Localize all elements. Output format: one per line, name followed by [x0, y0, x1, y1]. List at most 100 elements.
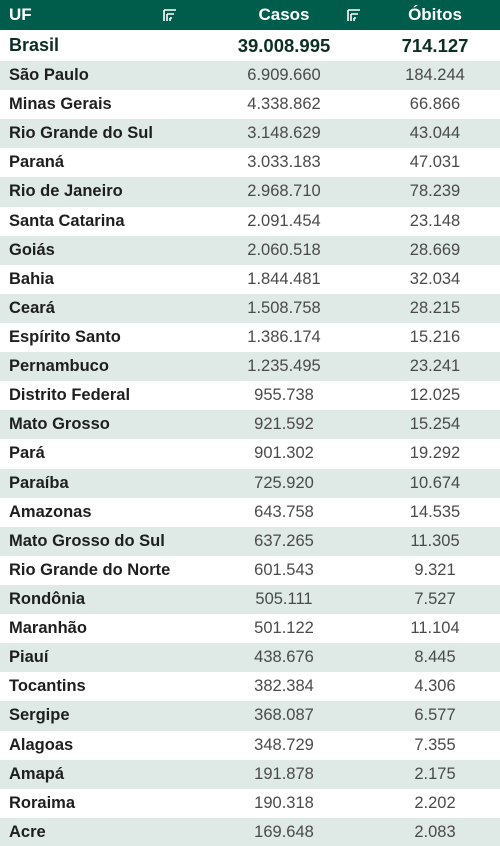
header-casos-label: Casos: [258, 5, 310, 24]
row-uf: Mato Grosso do Sul: [9, 531, 165, 550]
total-obitos: 714.127: [401, 34, 469, 56]
table-header: UF Casos Óbitos: [0, 0, 500, 30]
row-casos: 643.758: [254, 502, 314, 521]
table-row: Rondônia 505.111 7.527: [0, 584, 500, 615]
row-obitos: 14.535: [409, 502, 461, 521]
row-uf: Paraná: [9, 153, 65, 172]
total-row: Brasil 39.008.995 714.127: [0, 30, 500, 61]
table-row: Tocantins 382.384 4.306: [0, 672, 500, 702]
row-uf: Espírito Santo: [9, 328, 121, 347]
row-obitos: 78.239: [409, 182, 461, 201]
sort-icon[interactable]: [346, 7, 362, 23]
row-obitos: 47.031: [409, 153, 461, 172]
table-row: Ceará 1.508.758 28.215: [0, 293, 500, 323]
row-casos: 2.968.710: [247, 182, 321, 201]
table-row: Mato Grosso do Sul 637.265 11.305: [0, 526, 500, 556]
row-uf: Roraima: [9, 793, 76, 812]
row-casos: 2.060.518: [247, 240, 321, 259]
header-casos-cell[interactable]: Casos: [198, 5, 370, 25]
row-uf: Ceará: [9, 298, 55, 317]
row-uf: Rondônia: [9, 590, 86, 609]
table-row: Acre 169.648 2.083: [0, 817, 500, 846]
row-obitos: 11.305: [410, 531, 460, 550]
row-obitos: 23.241: [409, 357, 461, 376]
row-obitos: 12.025: [409, 386, 461, 405]
table-row: Distrito Federal 955.738 12.025: [0, 381, 500, 411]
table-row: Amapá 191.878 2.175: [0, 759, 500, 789]
table-row: Pará 901.302 19.292: [0, 439, 500, 469]
row-casos: 3.148.629: [247, 124, 321, 143]
row-obitos: 2.175: [414, 764, 456, 783]
row-obitos: 11.104: [410, 619, 460, 638]
row-obitos: 19.292: [409, 444, 461, 463]
row-casos: 1.235.495: [247, 357, 321, 376]
row-uf: Alagoas: [9, 735, 74, 754]
row-casos: 501.122: [254, 619, 314, 638]
table-row: Mato Grosso 921.592 15.254: [0, 410, 500, 440]
header-obitos-label: Óbitos: [408, 5, 462, 24]
table-row: Espírito Santo 1.386.174 15.216: [0, 322, 500, 353]
row-casos: 1.386.174: [247, 328, 321, 347]
row-casos: 725.920: [254, 473, 314, 492]
row-obitos: 2.083: [414, 822, 456, 841]
row-obitos: 4.306: [414, 677, 456, 696]
row-obitos: 28.669: [409, 240, 461, 259]
row-uf: Maranhão: [9, 619, 87, 638]
header-uf-label: UF: [9, 5, 32, 24]
row-uf: Paraíba: [9, 473, 69, 492]
row-casos: 4.338.862: [247, 95, 321, 114]
row-obitos: 28.215: [409, 298, 461, 317]
row-casos: 438.676: [254, 648, 314, 667]
row-casos: 348.729: [254, 735, 314, 754]
row-uf: Bahia: [9, 269, 54, 288]
table-row: Paraíba 725.920 10.674: [0, 468, 500, 498]
row-uf: Rio Grande do Sul: [9, 124, 153, 143]
row-casos: 169.648: [254, 822, 314, 841]
row-casos: 6.909.660: [247, 66, 321, 85]
row-casos: 1.844.481: [247, 269, 321, 288]
row-uf: Amapá: [9, 764, 65, 783]
row-uf: Rio Grande do Norte: [9, 560, 171, 579]
total-casos: 39.008.995: [237, 34, 331, 56]
row-uf: Amazonas: [9, 502, 92, 521]
table-row: Amazonas 643.758 14.535: [0, 497, 500, 527]
table-row: Alagoas 348.729 7.355: [0, 730, 500, 760]
table-body: São Paulo 6.909.660 184.244 Minas Gerais 4.3…: [0, 61, 500, 846]
row-obitos: 9.321: [414, 560, 456, 579]
header-uf-cell[interactable]: UF: [0, 5, 198, 25]
row-casos: 190.318: [254, 793, 314, 812]
table-row: Sergipe 368.087 6.577: [0, 701, 500, 731]
row-uf: Mato Grosso: [9, 415, 110, 434]
row-casos: 1.508.758: [247, 298, 321, 317]
row-uf: Acre: [9, 822, 46, 841]
row-obitos: 15.254: [409, 415, 461, 434]
row-uf: Rio de Janeiro: [9, 182, 123, 201]
row-obitos: 23.148: [409, 211, 461, 230]
row-casos: 637.265: [254, 531, 314, 550]
row-obitos: 2.202: [414, 793, 456, 812]
table-row: Rio de Janeiro 2.968.710 78.239: [0, 177, 500, 207]
row-uf: Minas Gerais: [9, 95, 112, 114]
table-row: Rio Grande do Sul 3.148.629 43.044: [0, 119, 500, 149]
row-uf: São Paulo: [9, 66, 89, 85]
row-casos: 955.738: [254, 386, 314, 405]
header-obitos-cell[interactable]: Óbitos: [370, 5, 500, 25]
table-row: Maranhão 501.122 11.104: [0, 614, 500, 644]
table-row: Bahia 1.844.481 32.034: [0, 264, 500, 294]
row-casos: 505.111: [255, 590, 313, 609]
row-casos: 2.091.454: [247, 211, 321, 230]
row-uf: Pará: [9, 444, 45, 463]
row-obitos: 7.355: [414, 735, 456, 754]
row-casos: 368.087: [254, 706, 314, 725]
total-uf: Brasil: [9, 35, 60, 55]
row-obitos: 15.216: [409, 328, 461, 347]
row-obitos: 10.674: [409, 473, 461, 492]
row-uf: Tocantins: [9, 677, 86, 696]
table-row: Pernambuco 1.235.495 23.241: [0, 352, 500, 382]
row-uf: Piauí: [9, 648, 49, 667]
sort-icon[interactable]: [162, 7, 178, 23]
row-obitos: 66.866: [409, 95, 461, 114]
table-row: Rio Grande do Norte 601.543 9.321: [0, 555, 500, 585]
row-obitos: 6.577: [414, 706, 456, 725]
